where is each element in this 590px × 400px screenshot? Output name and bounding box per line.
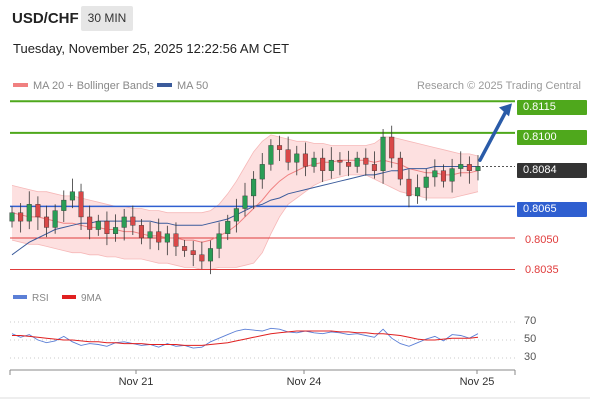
- candle-body: [43, 216, 50, 228]
- candle-body: [87, 216, 93, 230]
- candle-body: [415, 187, 421, 197]
- candle-body: [233, 208, 239, 222]
- candle-body: [440, 170, 447, 182]
- candle-body: [130, 216, 136, 226]
- candle-body: [337, 159, 343, 163]
- x-label-nov25: Nov 25: [459, 376, 495, 388]
- candle-body: [78, 191, 84, 218]
- candle-body: [354, 157, 360, 167]
- candle-body: [156, 231, 162, 243]
- symbol-title: USD/CHF: [12, 10, 79, 27]
- candle-body: [251, 178, 257, 197]
- candle-body: [397, 157, 403, 180]
- candle-body: [35, 204, 41, 218]
- candle-body: [466, 164, 472, 171]
- candle-body: [320, 157, 326, 171]
- legend-ma20-label: MA 20 + Bollinger Bands: [33, 80, 154, 92]
- candle-body: [346, 162, 352, 167]
- candle-body: [199, 254, 205, 262]
- rsi-ma9-line: [12, 330, 479, 346]
- candle-body: [121, 216, 127, 228]
- candle-body: [242, 195, 248, 209]
- support2-label: 0.8035: [525, 264, 559, 276]
- pivot-tag: 0.8065: [517, 202, 587, 217]
- candle-body: [406, 178, 412, 197]
- current-price-tag: 0.8084: [517, 163, 587, 178]
- candle-body: [26, 204, 32, 222]
- candle-body: [389, 136, 395, 159]
- candle-body: [285, 149, 291, 163]
- legend-9ma-label: 9MA: [81, 293, 102, 304]
- ma20-swatch: [13, 83, 28, 88]
- candle-body: [9, 212, 15, 222]
- candle-body: [328, 159, 334, 171]
- resistance1-tag: 0.8100: [517, 130, 587, 145]
- rsi-swatch: [13, 295, 27, 300]
- x-label-nov24: Nov 24: [286, 376, 322, 388]
- candle-body: [190, 250, 196, 255]
- candle-body: [216, 233, 222, 249]
- research-credit: Research © 2025 Trading Central: [416, 80, 581, 92]
- candle-body: [458, 164, 464, 169]
- candle-body: [380, 136, 386, 171]
- rsi-level-70: 70: [524, 315, 537, 327]
- bollinger-lower-line: [11, 174, 479, 270]
- candle-body: [449, 168, 455, 182]
- candle-body: [294, 153, 300, 163]
- candle-body: [311, 157, 317, 167]
- candle-body: [207, 248, 214, 262]
- candle-body: [95, 220, 101, 230]
- candle-body: [475, 166, 481, 171]
- candle-body: [363, 157, 369, 165]
- candle-body: [138, 225, 144, 239]
- candle-body: [371, 164, 377, 171]
- forecast-arrow-head: [499, 103, 512, 117]
- candle-body: [104, 220, 110, 234]
- forecast-arrow-shaft: [478, 107, 509, 162]
- timeframe-button[interactable]: 30 MIN: [81, 6, 133, 31]
- resistance2-tag: 0.8115: [517, 100, 587, 115]
- candle-body: [302, 153, 308, 167]
- candle-body: [147, 231, 153, 239]
- candle-body: [18, 212, 24, 222]
- support1-label: 0.8050: [525, 234, 559, 246]
- candle-body: [173, 233, 179, 247]
- chart-datetime: Tuesday, November 25, 2025 12:22:56 AM C…: [13, 41, 290, 56]
- candle-body: [268, 145, 274, 165]
- candle-body: [182, 246, 188, 251]
- ma9-swatch: [62, 295, 76, 300]
- legend-rsi: RSI: [13, 293, 49, 304]
- candle-body: [69, 191, 75, 201]
- candle-body: [52, 210, 58, 228]
- legend-ma20: MA 20 + Bollinger Bands: [13, 80, 154, 92]
- x-label-nov21: Nov 21: [118, 376, 154, 388]
- candle-body: [432, 170, 438, 178]
- legend-ma50: MA 50: [157, 80, 208, 92]
- candle-body: [164, 233, 170, 243]
- bollinger-upper-line: [11, 134, 479, 214]
- rsi-level-50: 50: [524, 333, 537, 345]
- candle-body: [225, 220, 231, 234]
- top-bar: USD/CHF 30 MIN: [0, 0, 590, 36]
- rsi-level-30: 30: [524, 351, 537, 363]
- ma50-swatch: [157, 83, 172, 88]
- legend-ma50-label: MA 50: [177, 80, 209, 92]
- candle-body: [276, 145, 283, 150]
- candle-body: [61, 199, 67, 211]
- candle-body: [113, 227, 119, 234]
- legend-9ma: 9MA: [62, 293, 102, 304]
- candle-body: [423, 176, 429, 188]
- candle-body: [259, 164, 265, 180]
- legend-rsi-label: RSI: [32, 293, 49, 304]
- rsi-line: [11, 327, 479, 349]
